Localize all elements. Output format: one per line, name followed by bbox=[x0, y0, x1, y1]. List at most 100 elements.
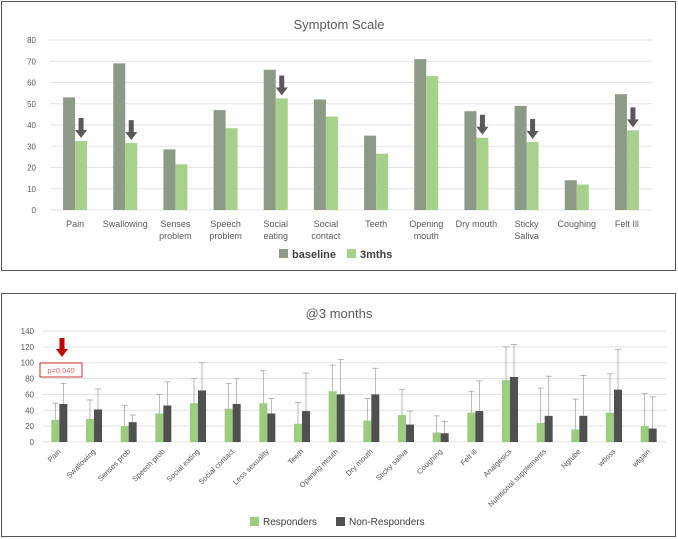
bar-non-responders bbox=[59, 403, 68, 442]
x-category-label: Teeth bbox=[365, 219, 387, 229]
bar-3mths bbox=[476, 137, 489, 210]
bar-non-responders bbox=[336, 394, 345, 442]
bar-baseline bbox=[614, 94, 627, 210]
bar-baseline bbox=[564, 180, 577, 210]
bar-non-responders bbox=[94, 409, 102, 442]
bar-responders bbox=[571, 429, 580, 442]
red-down-arrow-icon bbox=[56, 338, 68, 357]
bar-non-responders bbox=[198, 390, 206, 442]
bar-responders bbox=[606, 412, 614, 442]
y-tick-label: 40 bbox=[27, 121, 36, 130]
bar-baseline bbox=[364, 135, 377, 210]
y-tick-label: 80 bbox=[27, 36, 36, 45]
x-category-label: Saliva bbox=[514, 231, 539, 241]
legend-swatch-responders bbox=[250, 517, 259, 526]
bar-baseline bbox=[313, 99, 326, 210]
x-category-label: wtgain bbox=[630, 447, 652, 469]
x-category-label: Dry mouth bbox=[456, 219, 498, 229]
bar-baseline bbox=[514, 105, 527, 210]
y-tick-label: 100 bbox=[21, 359, 35, 368]
bar-3mths bbox=[626, 130, 639, 210]
x-category-label: Senses bbox=[160, 219, 191, 229]
bar-baseline bbox=[263, 69, 276, 210]
down-arrow-icon bbox=[626, 107, 639, 128]
bar-3mths bbox=[526, 142, 539, 210]
y-tick-label: 10 bbox=[27, 185, 36, 194]
x-category-label: Senses prob bbox=[96, 447, 132, 483]
legend-label-responders: Responders bbox=[263, 517, 317, 528]
bar-responders bbox=[398, 415, 406, 442]
x-category-label: mouth bbox=[414, 231, 439, 241]
x-category-label: Analgesics bbox=[481, 447, 513, 479]
x-category-label: Social bbox=[263, 219, 288, 229]
y-tick-label: 0 bbox=[30, 438, 35, 447]
x-category-label: Pain bbox=[66, 219, 84, 229]
x-category-label: Sticky saliva bbox=[374, 446, 410, 482]
bar-responders bbox=[259, 403, 268, 442]
y-tick-label: 140 bbox=[21, 327, 35, 336]
x-category-label: problem bbox=[209, 231, 242, 241]
x-category-label: eating bbox=[263, 231, 288, 241]
x-category-label: Less sexuality bbox=[231, 447, 271, 487]
x-category-label: Sticky bbox=[515, 219, 540, 229]
y-tick-label: 20 bbox=[25, 422, 34, 431]
down-arrow-icon bbox=[75, 117, 88, 138]
bar-3mths bbox=[576, 184, 589, 210]
y-tick-label: 70 bbox=[27, 57, 36, 66]
x-category-label: Felt ill bbox=[459, 447, 479, 467]
bar-responders bbox=[294, 423, 302, 442]
bar-responders bbox=[224, 408, 233, 442]
legend-label-non-responders: Non-Responders bbox=[349, 517, 425, 528]
bar-3mths bbox=[376, 153, 389, 210]
legend-label-3mths: 3mths bbox=[360, 249, 392, 261]
y-tick-label: 60 bbox=[25, 390, 34, 399]
bar-responders bbox=[640, 426, 649, 442]
bar-baseline bbox=[163, 149, 176, 210]
y-tick-label: 20 bbox=[27, 164, 36, 173]
x-category-label: Nutritional supplements bbox=[486, 447, 548, 509]
x-category-label: Felt Ill bbox=[615, 219, 639, 229]
bar-non-responders bbox=[128, 422, 137, 442]
down-arrow-icon bbox=[476, 114, 489, 135]
down-arrow-icon bbox=[526, 119, 539, 139]
bar-responders bbox=[155, 413, 164, 442]
x-category-label: Teeth bbox=[286, 447, 305, 466]
chart-title: Symptom Scale bbox=[293, 17, 384, 32]
x-category-label: Opening bbox=[409, 219, 443, 229]
bar-non-responders bbox=[232, 403, 241, 442]
legend-swatch-non-responders bbox=[336, 517, 345, 526]
p-value-annotation: p=0.040 bbox=[47, 366, 74, 375]
bar-3mths bbox=[275, 98, 288, 210]
x-category-label: Swallowing bbox=[65, 447, 98, 480]
y-tick-label: 120 bbox=[21, 343, 35, 352]
bar-baseline bbox=[414, 59, 427, 210]
bar-responders bbox=[51, 419, 60, 442]
bar-3mths bbox=[175, 164, 188, 210]
bar-non-responders bbox=[267, 413, 276, 442]
bar-non-responders bbox=[510, 376, 518, 442]
down-arrow-icon bbox=[275, 75, 288, 96]
bar-non-responders bbox=[648, 428, 657, 442]
bar-3mths bbox=[75, 140, 88, 210]
x-category-label: Social eating bbox=[165, 447, 202, 484]
bar-baseline bbox=[213, 110, 226, 210]
y-tick-label: 80 bbox=[25, 375, 34, 384]
x-category-label: Speech prob bbox=[130, 447, 166, 483]
y-tick-label: 0 bbox=[32, 206, 37, 215]
bar-3mths bbox=[426, 76, 439, 210]
bar-baseline bbox=[113, 63, 126, 210]
x-category-label: Dry mouth bbox=[344, 447, 375, 478]
bar-baseline bbox=[63, 97, 76, 210]
legend-swatch-3mths bbox=[347, 249, 356, 258]
bar-non-responders bbox=[475, 411, 484, 442]
bar-responders bbox=[120, 426, 129, 442]
bar-responders bbox=[190, 403, 198, 442]
x-category-label: Social bbox=[314, 219, 339, 229]
bar-non-responders bbox=[163, 405, 172, 442]
bar-3mths bbox=[325, 116, 338, 210]
x-category-label: Coughing bbox=[557, 219, 596, 229]
bar-3mths bbox=[225, 128, 238, 210]
bar-responders bbox=[536, 422, 545, 442]
x-category-label: Coughing bbox=[415, 447, 444, 476]
x-category-label: Swallowing bbox=[103, 219, 148, 229]
